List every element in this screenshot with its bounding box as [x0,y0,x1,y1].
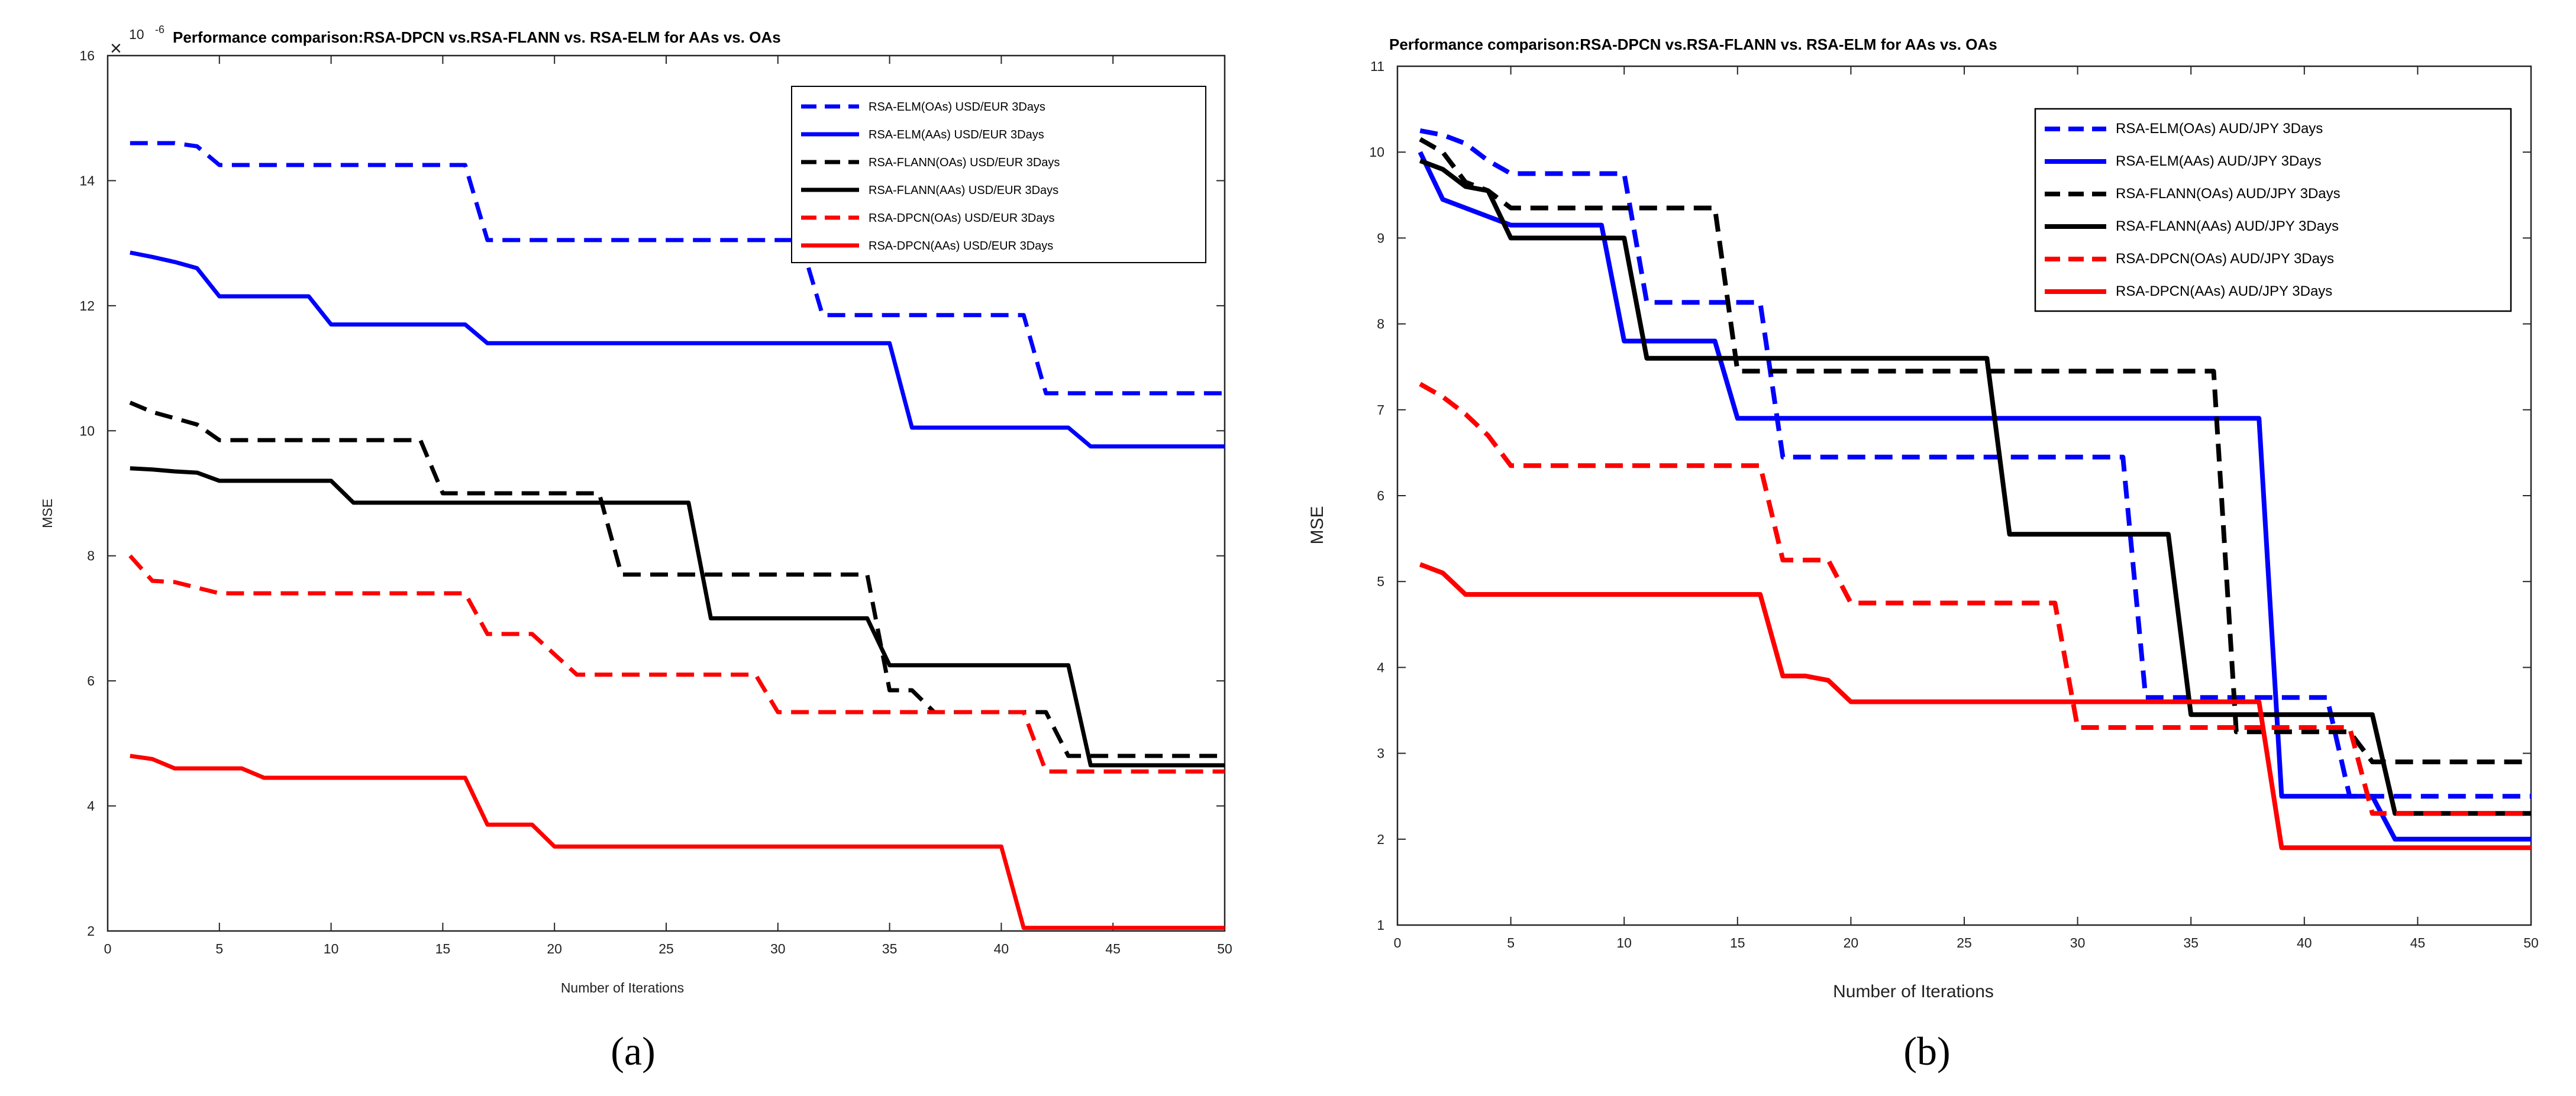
legend-box [2034,108,2512,312]
legend-label: RSA-FLANN(AAs) USD/EUR 3Days [869,184,1058,197]
x-tick-label: 25 [658,941,674,956]
y-tick-label: 8 [87,548,95,564]
y-tick-label: 11 [1370,59,1384,74]
x-tick-label: 20 [1844,935,1859,950]
chart-title: Performance comparison:RSA-DPCN vs.RSA-F… [173,28,781,46]
series-line-5 [128,554,1225,774]
legend-label: RSA-ELM(AAs) USD/EUR 3Days [869,128,1044,141]
y-axis-label: MSE [40,499,55,528]
y-tick-label: 10 [79,423,95,438]
y-tick-label: 3 [1377,746,1384,761]
x-tick-label: 0 [104,941,112,956]
x-tick-label: 25 [1957,935,1972,950]
x-tick-label: 40 [2297,935,2312,950]
chart-title: Performance comparison:RSA-DPCN vs.RSA-F… [1389,35,1997,53]
y-tick-label: 6 [87,673,95,688]
x-axis-label: Number of Iterations [561,980,684,995]
x-tick-label: 40 [994,941,1009,956]
legend-label: RSA-DPCN(OAs) USD/EUR 3Days [869,212,1054,225]
x-tick-label: 45 [1105,941,1121,956]
series-line-2 [130,250,1225,449]
y-tick-label: 4 [87,798,95,814]
y-tick-label: 1 [1377,917,1384,933]
x-tick-label: 45 [2410,935,2426,950]
x-tick-label: 10 [324,941,339,956]
x-tick-label: 35 [2183,935,2199,950]
legend: RSA-ELM(OAs) AUD/JPY 3Days RSA-ELM(AAs) A… [2034,108,2512,312]
y-tick-label: 14 [79,173,95,188]
legend: RSA-ELM(OAs) USD/EUR 3Days RSA-ELM(AAs) U… [791,86,1206,263]
x-axis-label: Number of Iterations [1833,982,1994,1001]
y-tick-label: 16 [79,48,95,63]
series-line-4 [130,466,1225,768]
series-line-4 [1419,158,2531,816]
y-tick-label: 5 [1377,574,1384,589]
y-axis-label: MSE [1308,506,1327,544]
legend-label: RSA-FLANN(OAs) AUD/JPY 3Days [2116,186,2341,202]
series-line-2 [1418,151,2531,842]
y-tick-label: 12 [79,298,95,313]
y-tick-label: 8 [1377,316,1384,332]
y-tick-label: 4 [1377,659,1384,675]
y-tick-label: 9 [1377,230,1384,245]
series-line-5 [1419,382,2531,816]
legend-label: RSA-ELM(OAs) USD/EUR 3Days [869,101,1045,114]
x-tick-label: 20 [547,941,562,956]
exponent-multiplier-symbol: × [110,37,122,60]
y-tick-label: 2 [1377,832,1384,847]
x-tick-label: 50 [1217,941,1232,956]
x-tick-label: 30 [770,941,786,956]
panel-caption: (a) [611,1029,655,1074]
legend-box [791,86,1206,263]
series-line-6 [130,754,1225,930]
legend-label: RSA-DPCN(AAs) USD/EUR 3Days [869,240,1053,253]
legend-label: RSA-DPCN(OAs) AUD/JPY 3Days [2116,251,2334,267]
series-line-1 [1419,128,2531,799]
legend-label: RSA-DPCN(AAs) AUD/JPY 3Days [2116,283,2332,299]
x-tick-label: 35 [882,941,898,956]
x-tick-label: 50 [2523,935,2539,950]
exponent-power: -6 [155,24,164,35]
legend-label: RSA-FLANN(AAs) AUD/JPY 3Days [2116,218,2339,234]
series-line-6 [1419,562,2531,851]
x-tick-label: 0 [1394,935,1402,950]
x-tick-label: 5 [215,941,223,956]
x-tick-label: 15 [435,941,451,956]
x-tick-label: 10 [1616,935,1632,950]
x-tick-label: 30 [2070,935,2086,950]
legend-label: RSA-ELM(OAs) AUD/JPY 3Days [2116,121,2323,137]
y-tick-label: 10 [1369,144,1384,160]
legend-label: RSA-ELM(AAs) AUD/JPY 3Days [2116,153,2322,169]
y-tick-label: 6 [1377,488,1384,503]
panel-caption: (b) [1903,1029,1950,1074]
legend-label: RSA-FLANN(OAs) USD/EUR 3Days [869,156,1060,169]
x-tick-label: 5 [1507,935,1515,950]
x-tick-label: 15 [1730,935,1745,950]
y-tick-label: 2 [87,923,95,939]
series-line-1 [130,141,1225,396]
exponent-base: 10 [129,27,144,42]
y-tick-label: 7 [1377,402,1384,418]
chart-panel-a: 0 5 10 15 20 25 30 35 40 45 50 2 4 6 8 10 12 14 16 Perform… [40,24,1232,1074]
